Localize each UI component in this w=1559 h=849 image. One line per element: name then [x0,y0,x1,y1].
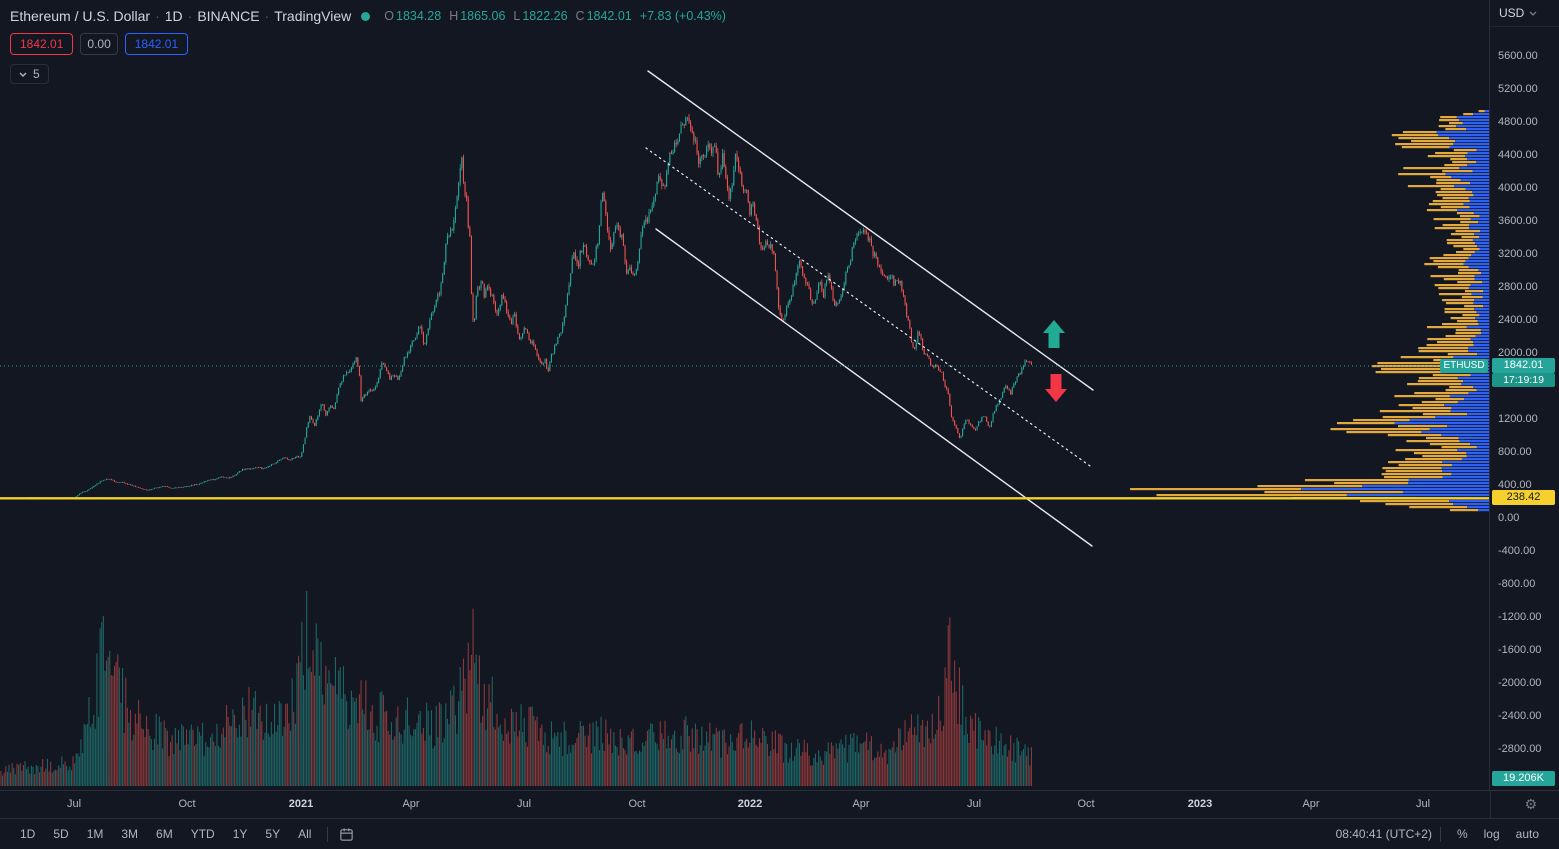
low-value: 1822.26 [522,9,568,23]
price-tick: -800.00 [1498,578,1536,590]
brand-label: TradingView [274,8,352,24]
currency-label: USD [1499,6,1525,20]
axis-corner-divider [1490,791,1491,819]
percent-scale-button[interactable]: % [1449,823,1476,845]
level-price-tag: 238.42 [1492,490,1555,506]
ohlc-readout: O 1834.28 H 1865.06 L 1822.26 C 1842.01 +7.8… [376,9,726,23]
price-chart-canvas[interactable] [0,0,1490,790]
price-tick: -2000.00 [1498,677,1542,689]
range-button-5y[interactable]: 5Y [257,823,288,845]
time-axis-label: 2021 [288,798,314,810]
bottom-toolbar: 1D 5D 1M 3M 6M YTD 1Y 5Y All 08:40:41 (UTC+2) % … [0,818,1559,849]
price-tick: 2400.00 [1498,314,1538,326]
gear-icon[interactable]: ⚙ [1524,796,1537,812]
range-button-all[interactable]: All [290,823,319,845]
price-axis[interactable]: USD 1842.01 17:19:19 238.42 19.206K 5600… [1490,0,1559,790]
change-value: +7.83 (+0.43%) [639,9,726,23]
time-axis-label: Jul [966,798,982,810]
exchange-label[interactable]: BINANCE [197,8,260,24]
price-tick: -1600.00 [1498,644,1542,656]
market-status-icon [361,11,371,21]
interval-label[interactable]: 1D [164,8,183,24]
price-tick: -400.00 [1498,545,1536,557]
range-button-5d[interactable]: 5D [45,823,76,845]
chart-legend: Ethereum / U.S. Dollar · 1D · BINANCE · … [10,8,726,24]
calendar-icon [340,827,354,841]
currency-selector[interactable]: USD [1490,0,1559,27]
low-label: L [513,9,521,23]
time-axis-label: Jul [516,798,532,810]
price-tick: 4800.00 [1498,116,1538,128]
time-axis[interactable]: ⚙ Jul Oct 2021 Apr Jul Oct 2022 Apr Jul Oct 2023 Ap… [0,790,1559,819]
time-axis-label: Apr [852,798,870,810]
price-tick: 3200.00 [1498,248,1538,260]
time-axis-label: 2023 [1187,798,1213,810]
price-tick: 3600.00 [1498,215,1538,227]
separator-dot: · [187,8,193,24]
sell-price-button[interactable]: 1842.01 [10,33,74,55]
symbol-title[interactable]: Ethereum / U.S. Dollar [10,8,151,24]
log-scale-button[interactable]: log [1476,823,1508,845]
clock-label: 08:40:41 (UTC+2) [1335,827,1432,841]
price-tick: -2800.00 [1498,743,1542,755]
price-tick: -1200.00 [1498,611,1542,623]
time-axis-label: Oct [1077,798,1095,810]
symbol-price-tag: ETHUSD [1440,359,1488,374]
range-button-1y[interactable]: 1Y [225,823,256,845]
volume-value-tag: 19.206K [1492,771,1555,786]
buy-price-button[interactable]: 1842.01 [124,33,189,55]
auto-scale-button[interactable]: auto [1508,823,1547,845]
divider [1439,826,1441,842]
separator-dot: · [155,8,160,24]
range-button-1d[interactable]: 1D [12,823,43,845]
high-label: H [449,9,459,23]
legend-collapse-button[interactable]: 5 [10,64,49,84]
close-label: C [575,9,585,23]
price-tick: 0.00 [1498,512,1520,524]
time-axis-label: Jul [1415,798,1431,810]
price-tick: 4000.00 [1498,182,1538,194]
spread-value: 0.00 [80,33,118,55]
price-tick: 4400.00 [1498,149,1538,161]
hidden-count: 5 [33,67,40,81]
range-button-ytd[interactable]: YTD [183,823,223,845]
price-tick: 2800.00 [1498,281,1538,293]
close-value: 1842.01 [586,9,632,23]
price-tick: -2400.00 [1498,710,1542,722]
range-button-6m[interactable]: 6M [148,823,181,845]
trade-widget: 1842.01 0.00 1842.01 [10,33,189,55]
chevron-down-icon [1529,11,1537,16]
price-tick: 400.00 [1498,479,1532,491]
time-axis-label: Oct [628,798,646,810]
price-tick: 5600.00 [1498,50,1538,62]
open-label: O [384,9,394,23]
time-axis-label: Jul [66,798,82,810]
high-value: 1865.06 [460,9,506,23]
range-button-1m[interactable]: 1M [79,823,112,845]
last-price-tag: 1842.01 [1492,358,1555,374]
go-to-date-button[interactable] [336,824,357,845]
price-tick: 1200.00 [1498,413,1538,425]
open-value: 1834.28 [396,9,442,23]
chart-area[interactable]: Ethereum / U.S. Dollar · 1D · BINANCE · … [0,0,1490,790]
range-button-3m[interactable]: 3M [113,823,146,845]
bar-countdown-tag: 17:19:19 [1492,373,1555,388]
range-buttons: 1D 5D 1M 3M 6M YTD 1Y 5Y All [12,823,319,845]
price-tick: 800.00 [1498,446,1532,458]
time-axis-label: Oct [178,798,196,810]
separator-dot: · [264,8,270,24]
time-axis-label: 2022 [737,798,763,810]
price-tick: 5200.00 [1498,83,1538,95]
chevron-down-icon [19,72,27,77]
time-axis-label: Apr [402,798,420,810]
divider [327,826,329,842]
price-tick: 2000.00 [1498,347,1538,359]
time-axis-label: Apr [1302,798,1320,810]
